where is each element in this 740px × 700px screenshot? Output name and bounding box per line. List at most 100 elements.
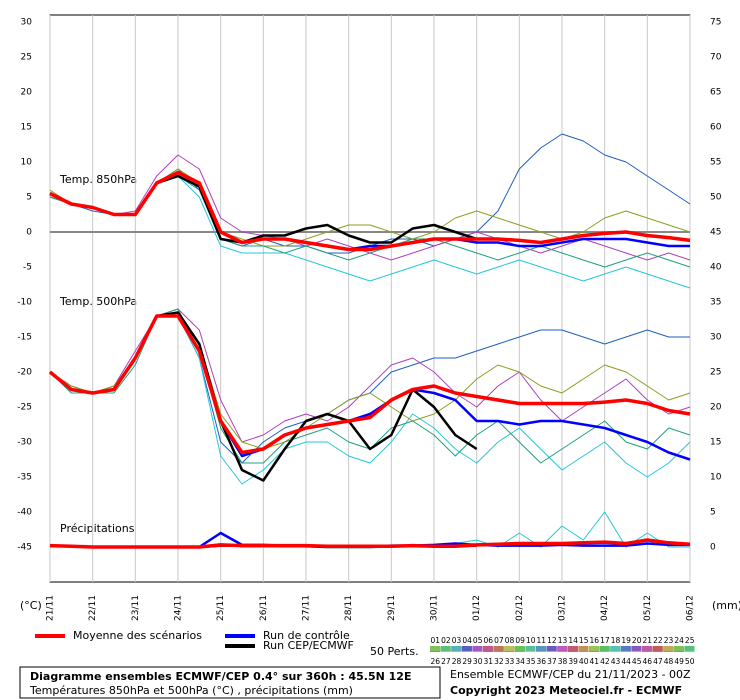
perturbation-label: 49 xyxy=(674,657,684,666)
perturbation-swatch xyxy=(578,646,589,651)
perturbation-label: 32 xyxy=(494,657,504,666)
perturbation-label: 18 xyxy=(611,636,621,645)
x-tick-label: 06/12 xyxy=(686,595,696,621)
y2-tick-label: 5 xyxy=(710,508,716,518)
perturbation-label: 07 xyxy=(494,636,504,645)
footer-title: Diagramme ensembles ECMWF/CEP 0.4° sur 3… xyxy=(30,670,411,683)
perturbation-label: 03 xyxy=(452,636,462,645)
perturbation-label: 44 xyxy=(621,657,631,666)
perturbation-swatch xyxy=(673,646,684,651)
perturbation-label: 16 xyxy=(590,636,600,645)
x-tick-label: 02/12 xyxy=(515,595,525,621)
perturbation-label: 01 xyxy=(431,636,441,645)
y2-tick-label: 15 xyxy=(710,438,721,448)
perturbation-swatch xyxy=(567,646,578,651)
x-tick-label: 04/12 xyxy=(600,595,610,621)
x-tick-label: 29/11 xyxy=(387,595,397,621)
perturbation-label: 24 xyxy=(674,636,684,645)
legend-label: Run CEP/ECMWF xyxy=(263,639,354,652)
perturbation-label: 46 xyxy=(643,657,653,666)
y2-axis-label: (mm) xyxy=(712,599,740,612)
perturbation-swatch xyxy=(652,646,663,651)
y-tick-label: -45 xyxy=(17,543,32,553)
annotation: Précipitations xyxy=(60,522,135,535)
perturbation-swatch xyxy=(525,646,536,651)
x-tick-label: 25/11 xyxy=(216,595,226,621)
y-tick-label: -20 xyxy=(17,368,32,378)
plot-frame xyxy=(49,14,691,583)
perturbation-swatch xyxy=(663,646,674,651)
perturbation-label: 50 xyxy=(685,657,695,666)
perturbation-label: 13 xyxy=(558,636,568,645)
legend-label: Run de contrôle xyxy=(263,629,350,642)
perturbation-label: 23 xyxy=(664,636,674,645)
annotation: Temp. 850hPa xyxy=(59,173,137,186)
y2-tick-label: 20 xyxy=(710,403,722,413)
perturbation-label: 21 xyxy=(643,636,653,645)
precip-line xyxy=(49,538,691,549)
perturbation-swatch xyxy=(620,646,631,651)
perturbation-label: 09 xyxy=(515,636,525,645)
x-tick-label: 23/11 xyxy=(131,595,141,621)
y-tick-label: 30 xyxy=(21,18,33,28)
y-axis-label: (°C) xyxy=(20,599,42,612)
perturbation-swatch xyxy=(536,646,547,651)
legend-label: Moyenne des scénarios xyxy=(73,629,202,642)
x-tick-label: 24/11 xyxy=(174,595,184,621)
footer-box xyxy=(19,666,441,699)
perturbation-label: 12 xyxy=(547,636,557,645)
perturbation-label: 05 xyxy=(473,636,483,645)
perturbation-swatch xyxy=(504,646,515,651)
y2-tick-label: 35 xyxy=(710,298,721,308)
perturbation-label: 20 xyxy=(632,636,642,645)
perturbation-swatch xyxy=(642,646,653,651)
perturbation-label: 45 xyxy=(632,657,642,666)
perturbation-swatch xyxy=(451,646,462,651)
y-tick-label: 10 xyxy=(21,158,33,168)
y2-tick-label: 25 xyxy=(710,368,721,378)
y2-tick-label: 10 xyxy=(710,473,722,483)
perturbation-label: 06 xyxy=(484,636,494,645)
footer-subtitle: Températures 850hPa et 500hPa (°C) , pré… xyxy=(29,684,353,697)
perturbation-label: 28 xyxy=(452,657,462,666)
perturbation-label: 26 xyxy=(431,657,441,666)
x-tick-label: 27/11 xyxy=(302,595,312,621)
footer-run: Ensemble ECMWF/CEP du 21/11/2023 - 00Z xyxy=(450,668,691,681)
perturbation-label: 42 xyxy=(600,657,610,666)
perturbation-label: 39 xyxy=(568,657,578,666)
y-tick-label: -10 xyxy=(17,298,32,308)
perturbation-swatch xyxy=(483,646,494,651)
perturbation-label: 47 xyxy=(653,657,663,666)
x-tick-label: 26/11 xyxy=(259,595,269,621)
y2-tick-label: 40 xyxy=(710,263,722,273)
perturbation-swatch xyxy=(461,646,472,651)
perturbation-label: 41 xyxy=(590,657,600,666)
perturbation-swatch xyxy=(599,646,610,651)
y-tick-label: -15 xyxy=(17,333,32,343)
annotation: Temp. 500hPa xyxy=(59,295,137,308)
series-line xyxy=(49,170,691,252)
perturbation-swatch xyxy=(631,646,642,651)
perturbation-label: 36 xyxy=(537,657,547,666)
y-tick-label: 5 xyxy=(26,193,32,203)
perturbation-label: 33 xyxy=(505,657,515,666)
perturbation-swatch xyxy=(610,646,621,651)
perturbation-label: 08 xyxy=(505,636,515,645)
y-tick-label: -5 xyxy=(23,263,32,273)
x-tick-label: 22/11 xyxy=(88,595,98,621)
y-tick-label: 0 xyxy=(26,228,32,238)
perturbation-label: 11 xyxy=(537,636,547,645)
perturbation-label: 35 xyxy=(526,657,536,666)
perturbation-swatch xyxy=(557,646,568,651)
footer-copyright: Copyright 2023 Meteociel.fr - ECMWF xyxy=(450,684,682,697)
y-tick-label: 15 xyxy=(21,123,32,133)
y2-tick-label: 0 xyxy=(710,543,716,553)
y2-tick-label: 30 xyxy=(710,333,722,343)
perturbation-label: 15 xyxy=(579,636,589,645)
x-tick-label: 01/12 xyxy=(472,595,482,621)
y2-tick-label: 70 xyxy=(710,53,722,63)
x-tick-label: 03/12 xyxy=(558,595,568,621)
y-tick-label: -25 xyxy=(17,403,32,413)
y2-tick-label: 75 xyxy=(710,18,721,28)
